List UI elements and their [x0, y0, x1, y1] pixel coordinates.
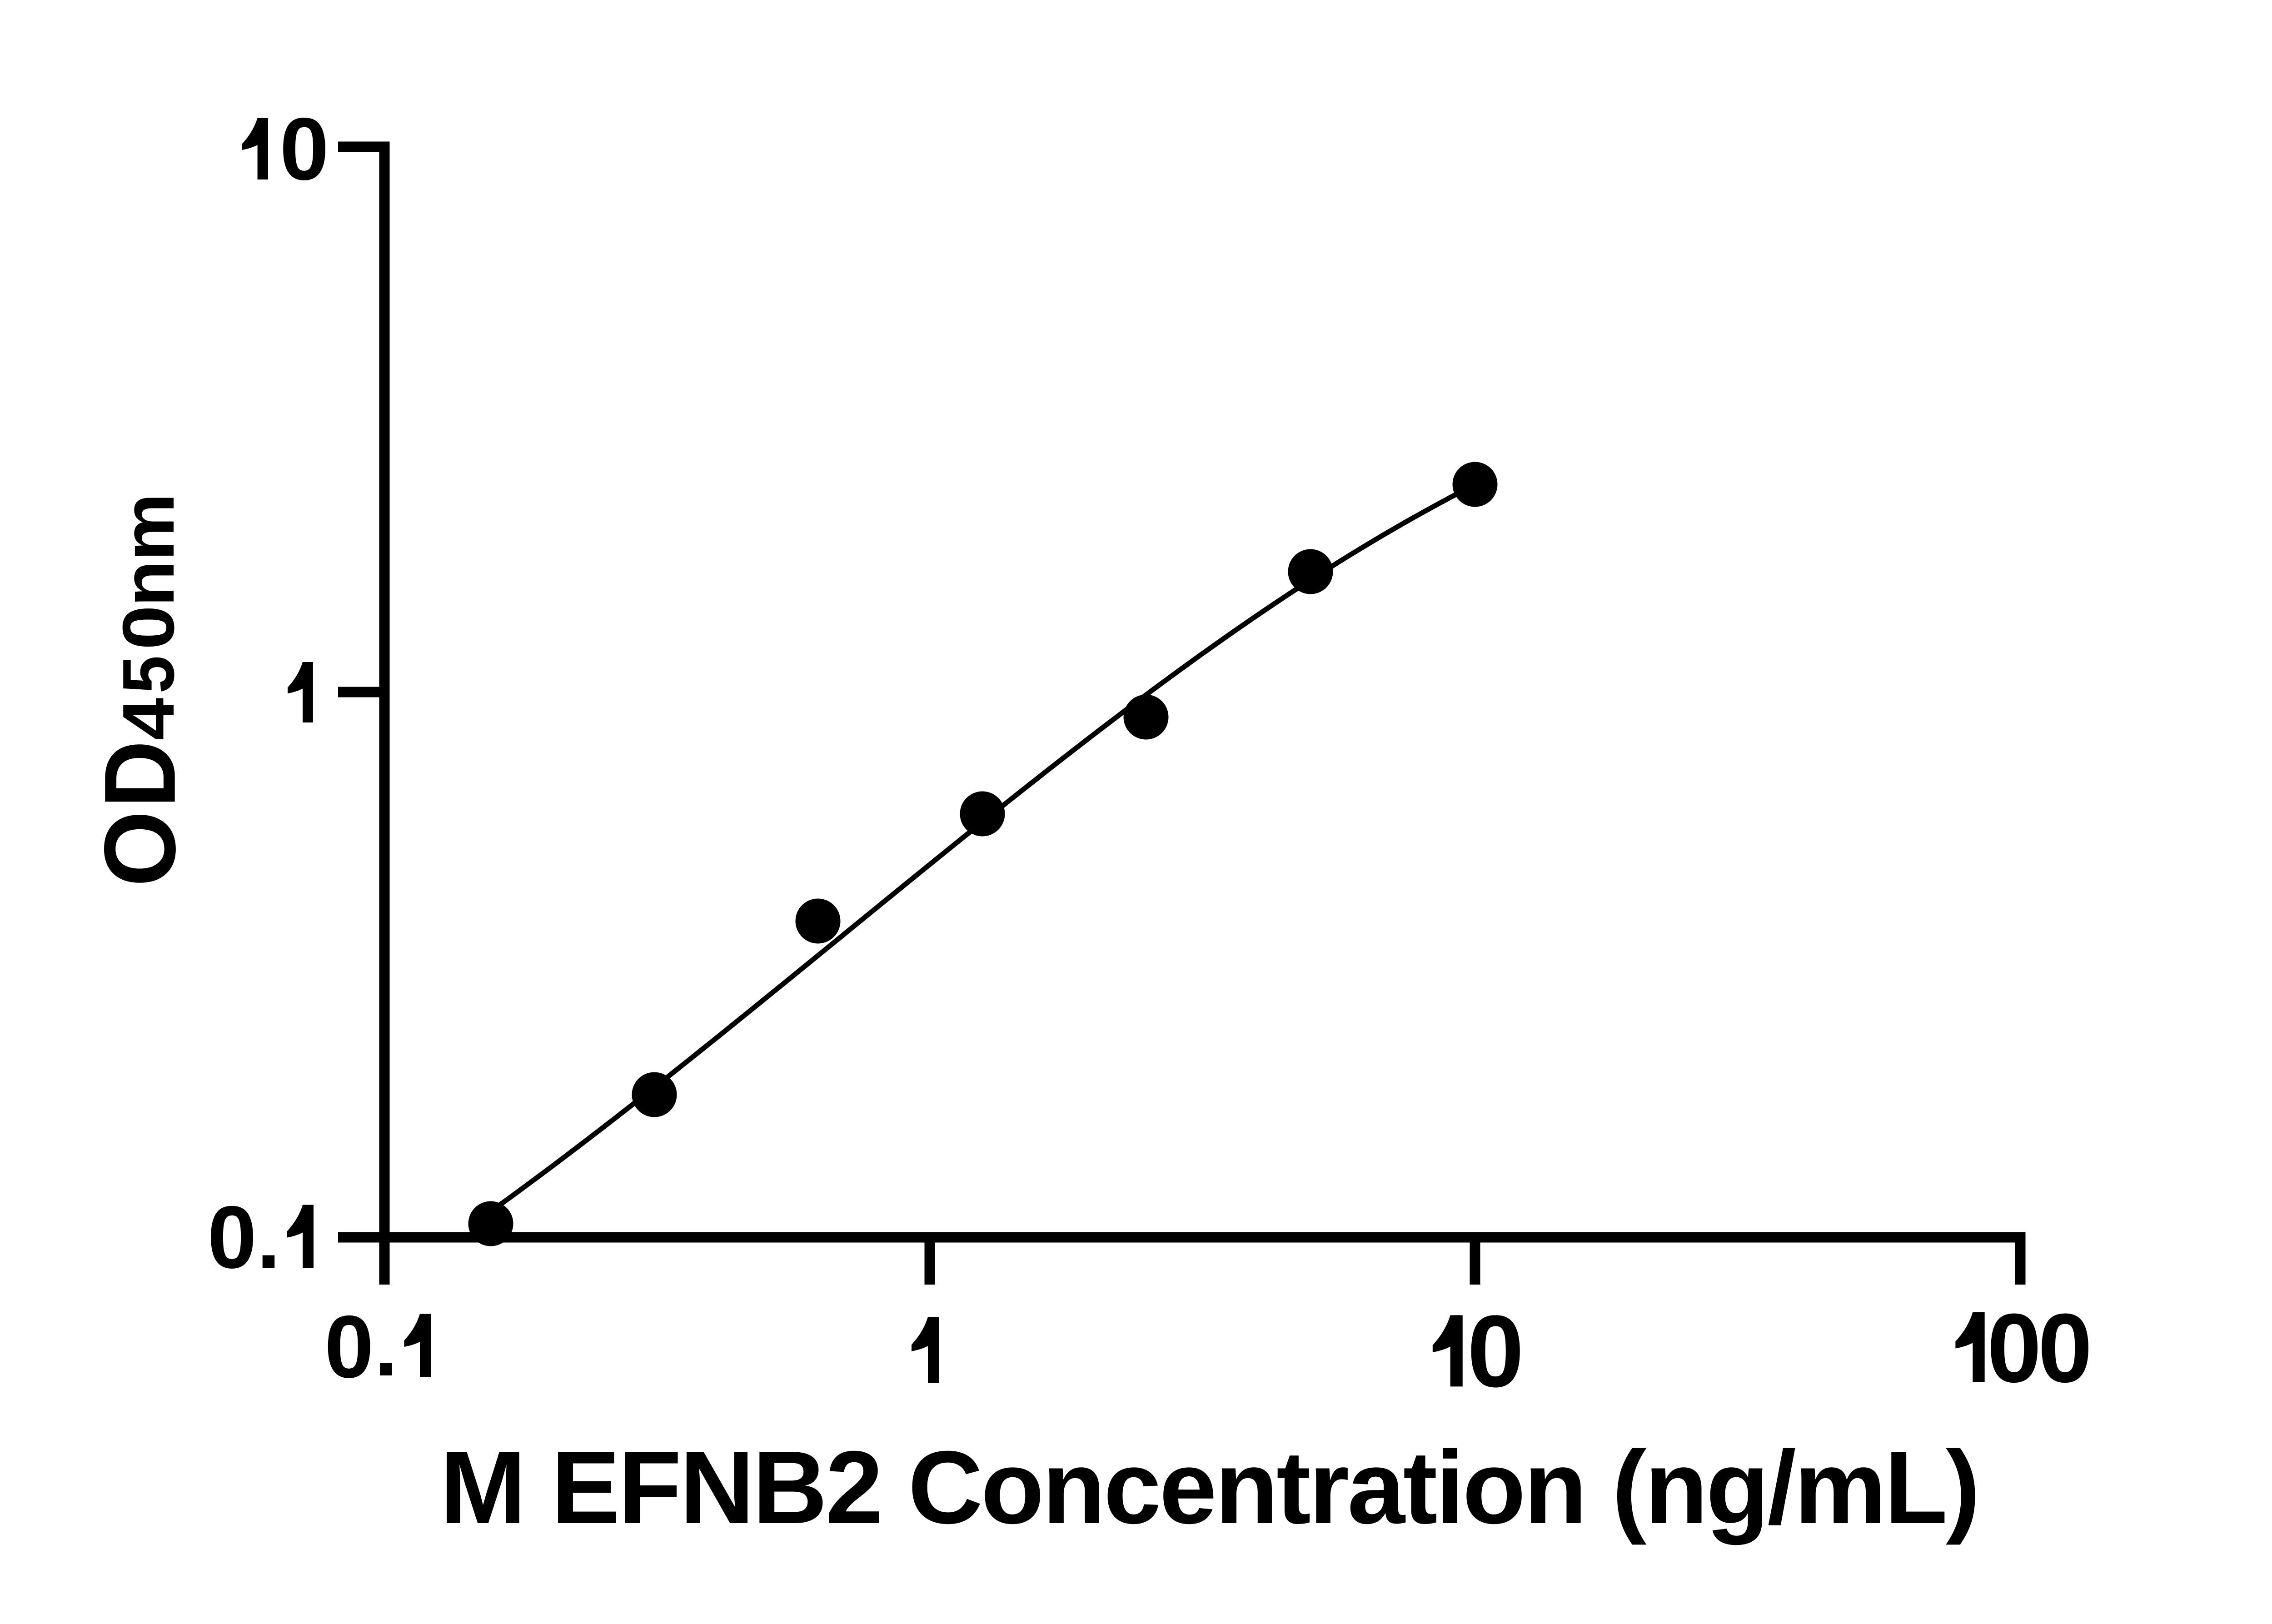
svg-text:D: D [84, 741, 197, 808]
svg-text:0: 0 [279, 100, 329, 199]
svg-text:O: O [84, 811, 196, 887]
svg-text:0: 0 [2038, 1293, 2093, 1403]
svg-text:0: 0 [107, 605, 189, 650]
svg-text:4: 4 [107, 698, 189, 741]
svg-text:0: 0 [1987, 1293, 2042, 1403]
svg-text:n: n [108, 560, 189, 607]
svg-text:0: 0 [324, 1297, 374, 1396]
svg-text:M EFNB2 Concentration (ng/mL): M EFNB2 Concentration (ng/mL) [440, 1430, 1980, 1545]
svg-text:0: 0 [1467, 1294, 1524, 1408]
svg-text:0: 0 [207, 1188, 256, 1287]
svg-text:5: 5 [108, 656, 189, 694]
svg-text:m: m [107, 493, 189, 561]
